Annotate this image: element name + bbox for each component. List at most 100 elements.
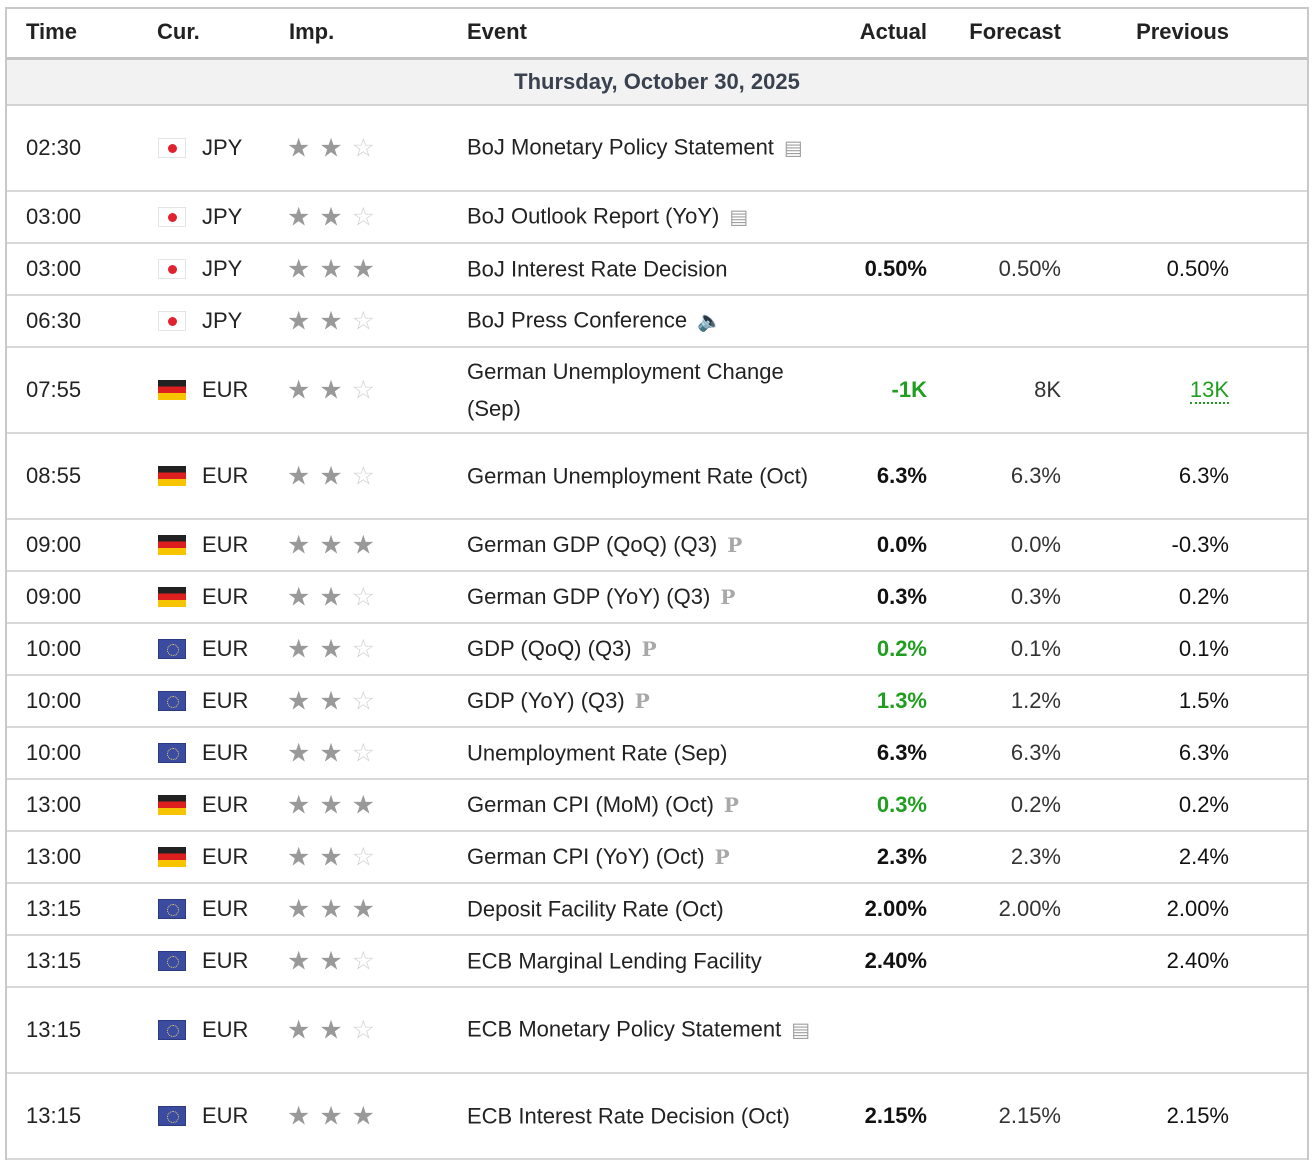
event-name[interactable]: German GDP (QoQ) (Q3) P [467, 526, 827, 564]
event-title[interactable]: BoJ Outlook Report (YoY) [467, 203, 720, 229]
event-name[interactable]: GDP (YoY) (Q3) P [467, 682, 827, 720]
table-row[interactable]: 03:00 JPY ★★★ BoJ Interest Rate Decision… [7, 244, 1307, 296]
currency: EUR [202, 1017, 249, 1042]
event-title[interactable]: BoJ Interest Rate Decision [467, 256, 728, 282]
event-name[interactable]: BoJ Interest Rate Decision [467, 251, 827, 288]
table-row[interactable]: 07:55 EUR ★★☆ German Unemployment Change… [7, 348, 1307, 434]
event-title[interactable]: German Unemployment Change (Sep) [467, 359, 784, 421]
star-filled-icon: ★ [319, 581, 352, 612]
star-filled-icon: ★ [351, 893, 384, 924]
preliminary-icon[interactable]: P [634, 689, 650, 713]
preliminary-icon[interactable]: P [720, 585, 736, 609]
preliminary-icon[interactable]: P [727, 533, 743, 557]
star-filled-icon: ★ [287, 1100, 320, 1131]
star-empty-icon: ☆ [351, 1014, 384, 1045]
table-row[interactable]: 02:30 JPY ★★☆ BoJ Monetary Policy Statem… [7, 106, 1307, 192]
flag-jp-icon [158, 138, 186, 158]
flag-de-icon [158, 795, 186, 815]
previous-text: 0.2% [1178, 584, 1229, 609]
previous-text: -0.3% [1171, 532, 1229, 557]
event-name[interactable]: German Unemployment Change (Sep) [467, 353, 827, 427]
event-title[interactable]: German Unemployment Rate (Oct) [467, 463, 809, 489]
star-filled-icon: ★ [319, 529, 352, 560]
table-row[interactable]: 09:00 EUR ★★★ German GDP (QoQ) (Q3) P 0.0… [7, 520, 1307, 572]
preliminary-icon[interactable]: P [641, 637, 657, 661]
col-time[interactable]: Time [26, 19, 77, 44]
table-row[interactable]: 13:15 EUR ★★☆ ECB Monetary Policy Statem… [7, 988, 1307, 1074]
table-row[interactable]: 03:00 JPY ★★☆ BoJ Outlook Report (YoY) ▤ [7, 192, 1307, 244]
table-row[interactable]: 06:30 JPY ★★☆ BoJ Press Conference 🔈 [7, 296, 1307, 348]
event-name[interactable]: BoJ Outlook Report (YoY) ▤ [467, 198, 827, 237]
event-name[interactable]: BoJ Monetary Policy Statement ▤ [467, 129, 827, 168]
col-event[interactable]: Event [467, 19, 527, 44]
table-row[interactable]: 13:15 EUR ★★★ Deposit Facility Rate (Oct… [7, 884, 1307, 936]
event-name[interactable]: German CPI (YoY) (Oct) P [467, 838, 827, 876]
star-filled-icon: ★ [319, 737, 352, 768]
actual-value: 0.3% [876, 792, 927, 817]
event-title[interactable]: Unemployment Rate (Sep) [467, 740, 728, 766]
event-name[interactable]: German GDP (YoY) (Q3) P [467, 578, 827, 616]
table-row[interactable]: 09:00 EUR ★★☆ German GDP (YoY) (Q3) P 0.3… [7, 572, 1307, 624]
document-icon[interactable]: ▤ [783, 137, 803, 160]
event-name[interactable]: GDP (QoQ) (Q3) P [467, 630, 827, 668]
star-filled-icon: ★ [287, 841, 320, 872]
currency: EUR [202, 792, 249, 817]
table-row[interactable]: 13:15 EUR ★★☆ ECB Marginal Lending Facil… [7, 936, 1307, 988]
table-row[interactable]: 08:55 EUR ★★☆ German Unemployment Rate (… [7, 434, 1307, 520]
star-filled-icon: ★ [319, 305, 352, 336]
document-icon[interactable]: ▤ [729, 206, 749, 229]
table-row[interactable]: 10:00 EUR ★★☆ GDP (QoQ) (Q3) P 0.2% 0.1% … [7, 624, 1307, 676]
event-title[interactable]: GDP (QoQ) (Q3) [467, 636, 632, 661]
event-name[interactable]: German Unemployment Rate (Oct) [467, 458, 827, 495]
economic-calendar-table: Time Cur. Imp. Event Actual Forecast Pre… [5, 7, 1309, 1160]
event-title[interactable]: ECB Interest Rate Decision (Oct) [467, 1103, 790, 1129]
table-row[interactable]: 10:00 EUR ★★☆ Unemployment Rate (Sep) 6.… [7, 728, 1307, 780]
forecast-value: 0.2% [1010, 792, 1061, 817]
event-time: 10:00 [26, 636, 82, 661]
event-title[interactable]: ECB Marginal Lending Facility [467, 948, 762, 974]
importance-stars: ★★☆ [287, 738, 384, 769]
previous-value: 6.3% [1179, 740, 1229, 766]
event-title[interactable]: German CPI (YoY) (Oct) [467, 844, 705, 869]
event-name[interactable]: BoJ Press Conference 🔈 [467, 302, 827, 341]
col-importance[interactable]: Imp. [289, 19, 335, 44]
event-name[interactable]: German CPI (MoM) (Oct) P [467, 786, 827, 824]
event-title[interactable]: German GDP (YoY) (Q3) [467, 584, 711, 609]
previous-value: 2.40% [1167, 948, 1229, 974]
table-row[interactable]: 10:00 EUR ★★☆ GDP (YoY) (Q3) P 1.3% 1.2% … [7, 676, 1307, 728]
previous-value: 2.00% [1167, 896, 1229, 922]
preliminary-icon[interactable]: P [723, 793, 739, 817]
previous-text: 0.50% [1166, 256, 1229, 281]
event-name[interactable]: Deposit Facility Rate (Oct) [467, 891, 827, 928]
previous-value[interactable]: 13K [1189, 377, 1229, 404]
star-filled-icon: ★ [287, 374, 320, 405]
speaker-icon[interactable]: 🔈 [697, 310, 723, 333]
table-row[interactable]: 13:00 EUR ★★★ German CPI (MoM) (Oct) P 0.… [7, 780, 1307, 832]
event-name[interactable]: ECB Interest Rate Decision (Oct) [467, 1098, 827, 1135]
event-title[interactable]: ECB Monetary Policy Statement [467, 1016, 782, 1042]
flag-de-icon [158, 380, 186, 400]
event-name[interactable]: Unemployment Rate (Sep) [467, 735, 827, 772]
col-currency[interactable]: Cur. [157, 19, 200, 44]
col-actual[interactable]: Actual [859, 19, 927, 44]
event-title[interactable]: BoJ Monetary Policy Statement [467, 134, 774, 160]
event-time: 13:15 [26, 1103, 82, 1128]
preliminary-icon[interactable]: P [714, 845, 730, 869]
table-row[interactable]: 13:15 EUR ★★★ ECB Interest Rate Decision… [7, 1074, 1307, 1160]
event-title[interactable]: German CPI (MoM) (Oct) [467, 792, 714, 817]
importance-stars: ★★☆ [287, 202, 384, 233]
col-previous[interactable]: Previous [1136, 19, 1229, 44]
event-name[interactable]: ECB Marginal Lending Facility [467, 943, 827, 980]
event-title[interactable]: German GDP (QoQ) (Q3) [467, 532, 718, 557]
currency: JPY [202, 204, 243, 229]
col-forecast[interactable]: Forecast [969, 19, 1061, 44]
star-filled-icon: ★ [319, 1100, 352, 1131]
event-title[interactable]: Deposit Facility Rate (Oct) [467, 896, 724, 922]
event-title[interactable]: BoJ Press Conference [467, 307, 688, 333]
event-title[interactable]: GDP (YoY) (Q3) [467, 688, 625, 713]
table-row[interactable]: 13:00 EUR ★★☆ German CPI (YoY) (Oct) P 2.… [7, 832, 1307, 884]
star-filled-icon: ★ [319, 460, 352, 491]
event-time: 13:15 [26, 1017, 82, 1042]
event-name[interactable]: ECB Monetary Policy Statement ▤ [467, 1011, 827, 1050]
document-icon[interactable]: ▤ [791, 1019, 811, 1042]
